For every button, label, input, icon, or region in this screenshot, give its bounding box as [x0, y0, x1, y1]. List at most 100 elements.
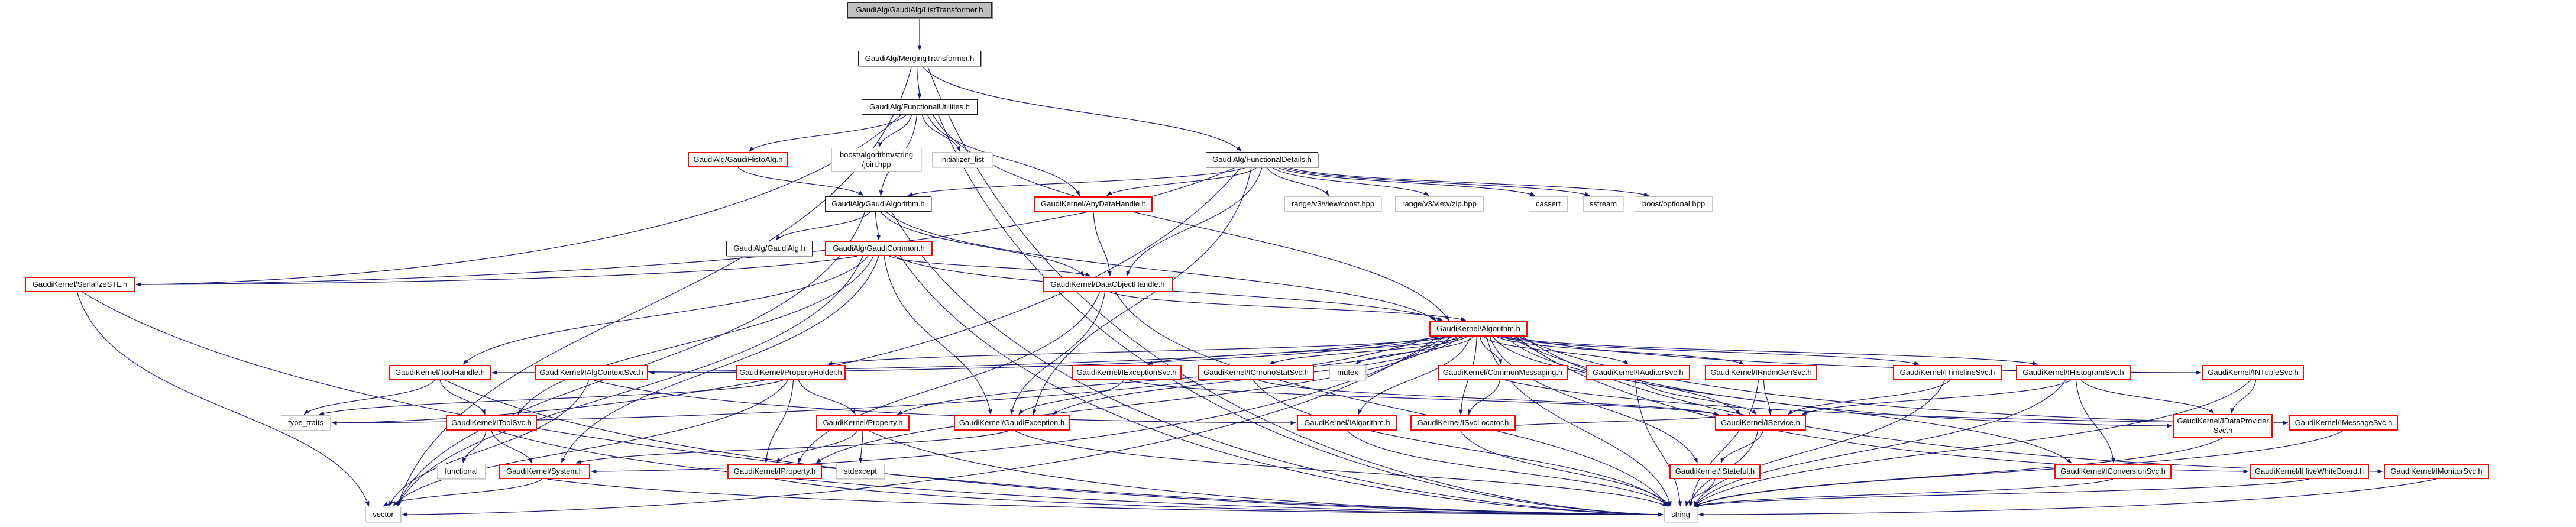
graph-node-vector[interactable]: vector: [365, 507, 401, 522]
edge-gcommon-sstl: [135, 256, 858, 287]
edge-iaud-string: [1635, 380, 1682, 507]
graph-node-dobj[interactable]: GaudiKernel/DataObjectHandle.h: [1043, 277, 1173, 292]
edge-iaud-iservice: [1640, 380, 1757, 415]
graph-node-gcommon[interactable]: GaudiAlg/GaudiCommon.h: [825, 241, 933, 256]
graph-node-itime[interactable]: GaudiKernel/ITimelineSvc.h: [1893, 365, 2002, 380]
edge-gcommon-vector: [397, 256, 863, 507]
graph-node-string[interactable]: string: [1664, 507, 1697, 522]
graph-node-gexc[interactable]: GaudiKernel/GaudiException.h: [954, 415, 1070, 431]
edge-prop-iprop: [776, 430, 858, 464]
edge-dobj-string: [1115, 292, 1668, 507]
graph-node-imsg[interactable]: GaudiKernel/IMessageSvc.h: [2289, 415, 2398, 431]
graph-node-sstl[interactable]: GaudiKernel/SerializeSTL.h: [25, 277, 135, 292]
graph-node-list[interactable]: GaudiAlg/GaudiAlg/ListTransformer.h: [847, 2, 992, 18]
graph-node-iprop[interactable]: GaudiKernel/IProperty.h: [727, 464, 822, 479]
graph-node-fdet[interactable]: GaudiAlg/FunctionalDetails.h: [1206, 152, 1318, 167]
edge-iexc-iservice: [1129, 380, 1719, 416]
graph-node-prop[interactable]: GaudiKernel/Property.h: [816, 415, 910, 431]
edge-fdet-gexc: [1032, 167, 1252, 415]
edge-sstl-string: [82, 292, 1664, 517]
edge-gcommon-string: [899, 256, 1664, 517]
graph-node-bopt[interactable]: boost/optional.hpp: [1635, 196, 1713, 212]
edge-futil-bjoin: [878, 114, 912, 148]
graph-node-ga[interactable]: GaudiAlg/GaudiAlg.h: [726, 241, 813, 256]
edge-gcommon-dobj: [889, 256, 1091, 277]
edge-fdet-cassert: [1277, 167, 1536, 196]
edge-pholder-iprop: [764, 380, 794, 464]
graph-node-rconst[interactable]: range/v3/view/const.hpp: [1284, 196, 1381, 212]
edge-idata-string: [1693, 437, 2224, 507]
edge-itime-iservice: [1788, 380, 1950, 415]
graph-node-itool[interactable]: GaudiKernel/IToolSvc.h: [446, 415, 537, 431]
edge-ihisto-iservice: [1801, 380, 2071, 415]
edge-merging-string: [927, 66, 1664, 517]
graph-node-kalg[interactable]: GaudiKernel/Algorithm.h: [1429, 321, 1528, 337]
edge-itime-string: [1693, 380, 1946, 507]
edge-kalg-ihive: [1515, 336, 2249, 474]
edge-fdet-sstream: [1283, 167, 1590, 196]
graph-node-iconv[interactable]: GaudiKernel/IConversionSvc.h: [2054, 464, 2172, 479]
edge-fdet-galg: [907, 167, 1247, 196]
edge-gexc-string: [1014, 430, 1668, 507]
graph-node-rzip[interactable]: range/v3/view/zip.hpp: [1395, 196, 1484, 212]
edge-fdet-rzip: [1272, 167, 1429, 196]
graph-node-func[interactable]: functional: [437, 464, 486, 479]
graph-node-galg[interactable]: GaudiAlg/GaudiAlgorithm.h: [825, 196, 931, 212]
graph-node-stdex[interactable]: stdexcept: [836, 464, 885, 479]
graph-node-imon[interactable]: GaudiKernel/IMonitorSvc.h: [2384, 464, 2489, 479]
graph-node-iactx[interactable]: GaudiKernel/IAlgContextSvc.h: [535, 365, 648, 380]
edge-fdet-rconst: [1267, 167, 1329, 196]
edge-thandle-itool: [439, 380, 486, 415]
edge-intuple-idata: [2230, 380, 2257, 414]
graph-node-iaud[interactable]: GaudiKernel/IAuditorSvc.h: [1586, 365, 1690, 380]
graph-node-ichrono[interactable]: GaudiKernel/IChronoStatSvc.h: [1198, 365, 1314, 380]
graph-node-idata[interactable]: GaudiKernel/IDataProvider Svc.h: [2173, 414, 2273, 438]
graph-node-iservice[interactable]: GaudiKernel/IService.h: [1715, 415, 1806, 431]
graph-node-initl[interactable]: initializer_list: [932, 152, 992, 167]
edge-ihisto-iconv: [2075, 380, 2115, 464]
edge-cmsg-isvcloc: [1468, 380, 1501, 415]
edge-merging-fdet: [922, 66, 1242, 152]
edge-system-vector: [383, 478, 542, 507]
graph-node-bjoin[interactable]: boost/algorithm/string /join.hpp: [831, 148, 921, 172]
edge-itool-string: [496, 430, 1664, 517]
edge-intuple-string: [1693, 380, 2251, 507]
graph-node-futil[interactable]: GaudiAlg/FunctionalUtilities.h: [862, 99, 978, 115]
graph-node-iexc[interactable]: GaudiKernel/IExceptionSvc.h: [1072, 365, 1182, 380]
graph-node-isvcloc[interactable]: GaudiKernel/ISvcLocator.h: [1410, 415, 1516, 431]
edge-iservice-istateful: [1720, 430, 1764, 464]
graph-node-cassert[interactable]: cassert: [1529, 196, 1568, 212]
edge-itool-func: [462, 430, 487, 464]
edge-futil-sstl: [135, 114, 901, 287]
edge-dobj-kalg: [1110, 292, 1467, 321]
graph-node-intuple[interactable]: GaudiKernel/INTupleSvc.h: [2202, 365, 2304, 380]
graph-node-ialg[interactable]: GaudiKernel/IAlgorithm.h: [1297, 415, 1397, 431]
edge-ihisto-string: [1693, 380, 2066, 507]
edge-prop-stdex: [858, 430, 863, 464]
graph-node-system[interactable]: GaudiKernel/System.h: [499, 464, 590, 479]
graph-node-mutex[interactable]: mutex: [1329, 365, 1366, 380]
edge-dobj-iprop: [797, 292, 1101, 464]
graph-node-merging[interactable]: GaudiAlg/MergingTransformer.h: [858, 51, 981, 66]
edge-ialg-string: [1347, 430, 1669, 507]
edge-histo-galg: [737, 167, 864, 196]
graph-node-istateful[interactable]: GaudiKernel/IStateful.h: [1669, 464, 1761, 479]
graph-node-anyd[interactable]: GaudiKernel/AnyDataHandle.h: [1034, 196, 1153, 212]
edge-iexc-gexc: [1018, 380, 1124, 415]
graph-node-thandle[interactable]: GaudiKernel/ToolHandle.h: [389, 365, 491, 380]
graph-node-irndm[interactable]: GaudiKernel/IRndmGenSvc.h: [1705, 365, 1817, 380]
graph-node-cmsg[interactable]: GaudiKernel/CommonMessaging.h: [1438, 365, 1568, 380]
edge-kalg-iactx: [649, 336, 1448, 375]
edge-futil-histo: [749, 114, 907, 152]
graph-node-ttraits[interactable]: type_traits: [281, 415, 331, 431]
edge-fdet-ttraits: [331, 167, 1241, 425]
graph-node-ihive[interactable]: GaudiKernel/IHiveWhiteBoard.h: [2250, 464, 2369, 479]
graph-node-histo[interactable]: GaudiAlg/GaudiHistoAlg.h: [688, 152, 788, 167]
edge-pholder-ttraits: [319, 380, 783, 416]
graph-node-pholder[interactable]: GaudiKernel/PropertyHolder.h: [736, 365, 846, 380]
edge-pholder-vector: [393, 380, 788, 507]
graph-node-ihisto[interactable]: GaudiKernel/IHistogramSvc.h: [2016, 365, 2131, 380]
graph-node-sstream[interactable]: sstream: [1583, 196, 1623, 212]
edge-itool-system: [491, 430, 532, 464]
